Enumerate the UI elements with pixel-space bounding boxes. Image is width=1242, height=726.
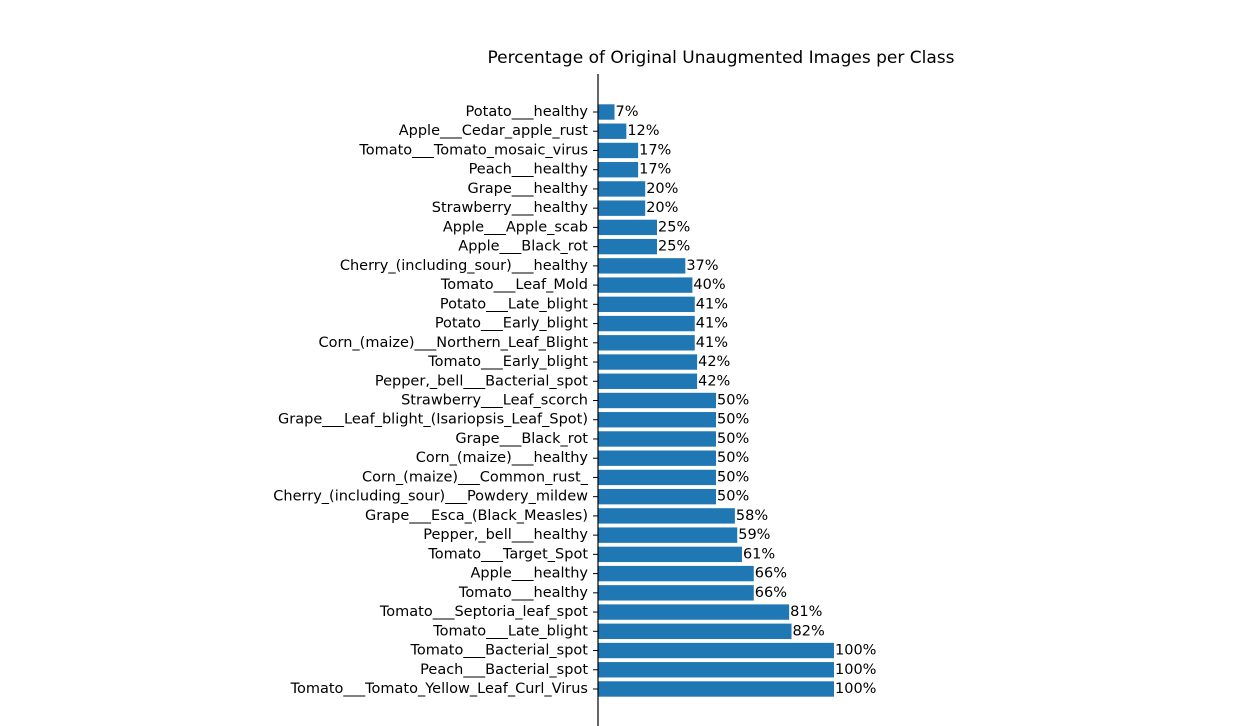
y-tick-label: Pepper,_bell___healthy bbox=[423, 527, 588, 543]
bar bbox=[598, 604, 790, 620]
bar-value-label: 66% bbox=[755, 585, 787, 601]
bar-value-label: 20% bbox=[646, 200, 678, 216]
bar bbox=[598, 527, 738, 543]
y-tick-label: Tomato___Late_blight bbox=[432, 623, 588, 639]
bar-value-label: 66% bbox=[755, 566, 787, 582]
y-tick-label: Tomato___Tomato_Yellow_Leaf_Curl_Virus bbox=[290, 681, 588, 697]
bar-value-label: 42% bbox=[698, 354, 730, 370]
bar-value-label: 50% bbox=[717, 450, 749, 466]
bar bbox=[598, 681, 834, 697]
bar bbox=[598, 162, 639, 178]
bar-value-label: 50% bbox=[717, 412, 749, 428]
bar-value-label: 25% bbox=[658, 239, 690, 255]
bar bbox=[598, 354, 698, 370]
bar bbox=[598, 469, 716, 486]
bar bbox=[598, 181, 646, 197]
value-labels-layer: 7% 12% 17% 17% 20% 20% 25% 25% 37% 40% 41% 41% 41% 42… bbox=[616, 104, 877, 697]
y-tick-label: Peach___Bacterial_spot bbox=[420, 662, 588, 678]
bar-value-label: 50% bbox=[717, 431, 749, 447]
y-tick-label: Apple___Black_rot bbox=[458, 239, 588, 255]
y-tick-label: Cherry_(including_sour)___healthy bbox=[340, 258, 589, 274]
bar bbox=[598, 296, 695, 313]
y-tick-label: Tomato___Early_blight bbox=[427, 354, 588, 370]
bar bbox=[598, 565, 754, 582]
bar-value-label: 12% bbox=[627, 123, 659, 139]
bar-value-label: 50% bbox=[717, 489, 749, 505]
bar-value-label: 17% bbox=[639, 142, 671, 158]
bar bbox=[598, 642, 834, 659]
y-tick-label: Grape___Black_rot bbox=[455, 431, 588, 447]
bar-value-label: 42% bbox=[698, 373, 730, 389]
bar bbox=[598, 315, 695, 332]
y-tick-label: Peach___healthy bbox=[469, 162, 589, 178]
bar-value-label: 82% bbox=[793, 623, 825, 639]
bar-value-label: 59% bbox=[738, 527, 770, 543]
bar-value-label: 7% bbox=[616, 104, 639, 120]
bar bbox=[598, 200, 646, 216]
bar bbox=[598, 431, 716, 447]
y-tick-label: Grape___healthy bbox=[468, 181, 589, 197]
y-tick-label: Grape___Esca_(Black_Measles) bbox=[365, 508, 588, 524]
bar-value-label: 81% bbox=[790, 604, 822, 620]
bars-layer bbox=[598, 104, 834, 697]
y-tick-label: Strawberry___Leaf_scorch bbox=[401, 393, 588, 409]
bar-value-label: 100% bbox=[835, 662, 876, 678]
y-tick-label: Apple___healthy bbox=[470, 566, 588, 582]
bar bbox=[598, 392, 716, 409]
y-tick-label: Corn_(maize)___Northern_Leaf_Blight bbox=[319, 335, 589, 351]
y-tick-label: Potato___Late_blight bbox=[440, 296, 588, 312]
y-tick-label: Tomato___Target_Spot bbox=[427, 546, 588, 562]
y-tick-label: Grape___Leaf_blight_(Isariopsis_Leaf_Spo… bbox=[278, 412, 588, 428]
bar-value-label: 25% bbox=[658, 219, 690, 235]
bar bbox=[598, 488, 716, 505]
y-tick-label: Corn_(maize)___healthy bbox=[416, 450, 589, 466]
bar bbox=[598, 104, 615, 120]
y-tick-label: Strawberry___healthy bbox=[432, 200, 589, 216]
bar-value-label: 100% bbox=[835, 643, 876, 659]
bar-value-label: 61% bbox=[743, 546, 775, 562]
bar-value-label: 40% bbox=[693, 277, 725, 293]
bar bbox=[598, 373, 698, 389]
bar-value-label: 50% bbox=[717, 393, 749, 409]
y-tick-label: Tomato___Septoria_leaf_spot bbox=[379, 604, 588, 620]
bar bbox=[598, 219, 657, 236]
y-tick-label: Tomato___Leaf_Mold bbox=[440, 277, 588, 293]
bar bbox=[598, 258, 686, 274]
bar bbox=[598, 546, 742, 563]
bar bbox=[598, 123, 627, 139]
bar-value-label: 58% bbox=[736, 508, 768, 524]
bar bbox=[598, 335, 695, 351]
y-tick-label: Tomato___Tomato_mosaic_virus bbox=[358, 142, 588, 158]
bar bbox=[598, 662, 834, 678]
bar-value-label: 41% bbox=[696, 335, 728, 351]
chart-title: Percentage of Original Unaugmented Image… bbox=[487, 48, 955, 68]
y-tick-label: Tomato___Bacterial_spot bbox=[410, 643, 589, 659]
bar bbox=[598, 238, 657, 255]
y-tick-label: Apple___Cedar_apple_rust bbox=[399, 123, 589, 139]
bar bbox=[598, 508, 735, 524]
bar-value-label: 50% bbox=[717, 469, 749, 485]
bar bbox=[598, 450, 716, 466]
bar-value-label: 20% bbox=[646, 181, 678, 197]
bar-value-label: 41% bbox=[696, 316, 728, 332]
bar bbox=[598, 623, 792, 639]
y-tick-label: Pepper,_bell___Bacterial_spot bbox=[375, 373, 588, 389]
bar bbox=[598, 277, 693, 293]
y-tick-label: Potato___Early_blight bbox=[435, 316, 588, 332]
bar bbox=[598, 142, 639, 159]
y-tick-label: Corn_(maize)___Common_rust_ bbox=[362, 469, 589, 485]
bar-value-label: 37% bbox=[686, 258, 718, 274]
y-tick-label: Potato___healthy bbox=[466, 104, 589, 120]
bar bbox=[598, 412, 716, 428]
bar-value-label: 17% bbox=[639, 162, 671, 178]
y-tick-label: Apple___Apple_scab bbox=[443, 219, 588, 235]
bar bbox=[598, 585, 754, 601]
y-tick-label: Cherry_(including_sour)___Powdery_mildew bbox=[273, 489, 588, 505]
bar-value-label: 100% bbox=[835, 681, 876, 697]
bar-value-label: 41% bbox=[696, 296, 728, 312]
category-labels-layer: Potato___healthy Apple___Cedar_apple_rust… bbox=[273, 104, 598, 697]
y-tick-label: Tomato___healthy bbox=[458, 585, 588, 601]
